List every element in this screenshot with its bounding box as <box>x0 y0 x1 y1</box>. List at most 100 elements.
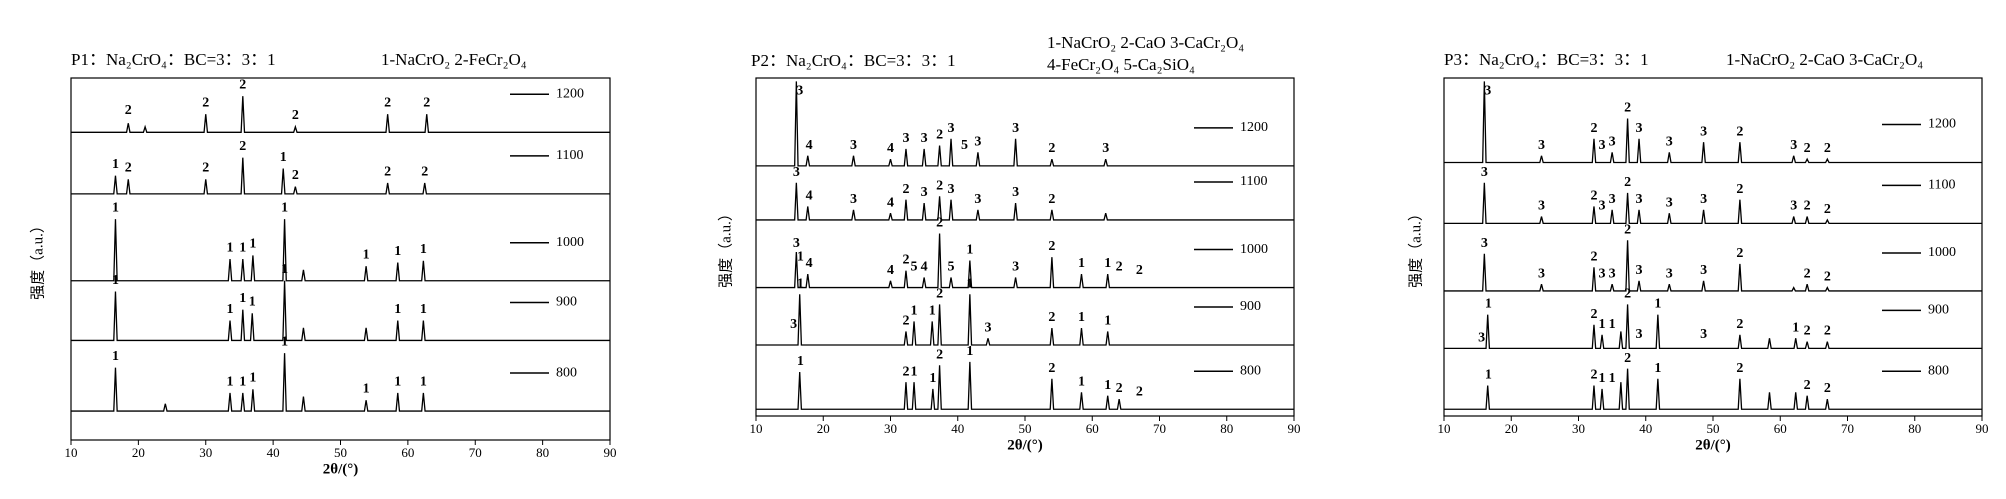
x-tick-label: 70 <box>469 445 482 460</box>
xrd-trace <box>71 353 610 412</box>
peak-label: 2 <box>1590 121 1597 136</box>
peak-label: 2 <box>1048 192 1055 207</box>
peak-label: 3 <box>985 320 992 335</box>
peak-label: 2 <box>202 96 209 111</box>
xrd-trace <box>71 157 610 195</box>
legend-label: 900 <box>1240 299 1261 314</box>
peak-label: 2 <box>239 77 246 92</box>
peak-label: 1 <box>227 240 234 255</box>
peak-label: 2 <box>902 182 909 197</box>
x-tick-label: 70 <box>1153 421 1166 436</box>
peak-label: 3 <box>974 134 981 149</box>
peak-label: 2 <box>125 103 132 118</box>
peak-label: 3 <box>1012 259 1019 274</box>
peak-label: 2 <box>384 96 391 111</box>
peak-label: 3 <box>1636 192 1643 207</box>
peak-label: 2 <box>1590 249 1597 264</box>
peak-label: 3 <box>948 121 955 136</box>
legend-label: 1100 <box>1928 178 1955 193</box>
peak-label: 1 <box>1654 361 1661 376</box>
peak-label: 1 <box>1078 310 1085 325</box>
peak-label: 1 <box>929 371 936 386</box>
peak-label: 2 <box>1824 324 1831 339</box>
peak-label: 1 <box>1104 378 1111 393</box>
peak-label: 2 <box>1736 317 1743 332</box>
peak-label: 1 <box>239 291 246 306</box>
peak-label: 1 <box>911 303 918 318</box>
peak-label: 1 <box>249 237 256 252</box>
peak-label: 2 <box>902 314 909 329</box>
peak-label: 2 <box>902 253 909 268</box>
peak-label: 1 <box>420 374 427 389</box>
legend-label: 1200 <box>556 87 584 102</box>
peak-label: 1 <box>1485 297 1492 312</box>
x-axis-label: 2θ/(°) <box>1695 437 1731 453</box>
peak-label: 2 <box>1590 189 1597 204</box>
peak-label: 2 <box>1590 368 1597 383</box>
peak-label: 4 <box>806 256 813 271</box>
peak-label: 3 <box>1790 199 1797 214</box>
peak-label: 1 <box>249 371 256 386</box>
peak-label: 1 <box>227 302 234 317</box>
peak-label: 1 <box>420 302 427 317</box>
peak-label: 3 <box>1636 121 1643 136</box>
peak-label: 3 <box>948 182 955 197</box>
peak-label: 1 <box>911 364 918 379</box>
legend-label: 800 <box>556 365 577 380</box>
peak-label: 1 <box>249 295 256 310</box>
phase-legend: 1-NaCrO₂ 2-FeCr₂O₄ <box>381 50 527 69</box>
peak-label: 1 <box>394 374 401 389</box>
peak-label: 3 <box>1538 266 1545 281</box>
peak-label: 5 <box>911 259 918 274</box>
peak-label: 1 <box>281 262 288 277</box>
x-tick-label: 80 <box>1220 421 1233 436</box>
peak-label: 3 <box>793 236 800 251</box>
peak-label: 2 <box>1048 239 1055 254</box>
xrd-trace <box>756 182 1294 221</box>
peak-label: 2 <box>239 139 246 154</box>
peak-label: 3 <box>796 84 803 99</box>
peak-label: 4 <box>921 259 928 274</box>
peak-label: 2 <box>1116 381 1123 396</box>
x-tick-label: 50 <box>1707 421 1720 436</box>
phase-legend: 1-NaCrO₂ 2-CaO 3-CaCr₂O₄ <box>1047 33 1244 52</box>
peak-label: 1 <box>112 273 119 288</box>
peak-label: 2 <box>936 347 943 362</box>
peak-label: 1 <box>394 244 401 259</box>
x-tick-label: 50 <box>1019 421 1032 436</box>
peak-label: 3 <box>1538 199 1545 214</box>
peak-label: 1 <box>797 249 804 264</box>
peak-label: 2 <box>421 164 428 179</box>
peak-label: 2 <box>1824 141 1831 156</box>
peak-label: 1 <box>394 302 401 317</box>
peak-label: 1 <box>112 201 119 216</box>
peak-label: 1 <box>1654 297 1661 312</box>
chart-title: P3：Na₂CrO₄：BC=3：3：1 <box>1444 50 1649 69</box>
peak-label: 2 <box>292 108 299 123</box>
peak-label: 1 <box>363 382 370 397</box>
x-tick-label: 10 <box>1438 421 1451 436</box>
xrd-trace <box>71 219 610 282</box>
legend-label: 1100 <box>556 148 583 163</box>
peak-label: 1 <box>1609 371 1616 386</box>
peak-label: 1 <box>966 276 973 291</box>
legend-label: 900 <box>556 295 577 310</box>
x-tick-label: 30 <box>199 445 212 460</box>
x-tick-label: 50 <box>334 445 347 460</box>
peak-label: 2 <box>1804 324 1811 339</box>
xrd-trace <box>1444 81 1982 164</box>
peak-label: 2 <box>1048 310 1055 325</box>
x-tick-label: 20 <box>132 445 145 460</box>
peak-label: 3 <box>850 138 857 153</box>
x-tick-label: 90 <box>1976 421 1989 436</box>
legend-label: 1200 <box>1240 120 1268 135</box>
xrd-trace <box>71 96 610 133</box>
peak-label: 3 <box>1609 134 1616 149</box>
legend-label: 900 <box>1928 303 1949 318</box>
x-tick-label: 30 <box>884 421 897 436</box>
peak-label: 1 <box>239 374 246 389</box>
peak-label: 3 <box>1790 138 1797 153</box>
legend-label: 1000 <box>1240 242 1268 257</box>
peak-label: 2 <box>1824 381 1831 396</box>
